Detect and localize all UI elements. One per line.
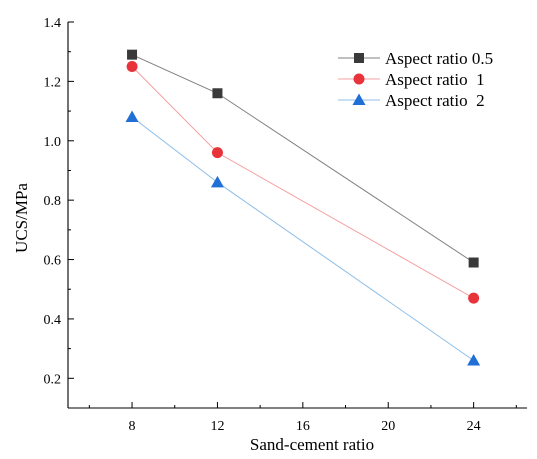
x-axis-title: Sand-cement ratio — [250, 435, 374, 454]
y-tick-label: 1.2 — [44, 75, 62, 90]
y-tick-label: 0.2 — [44, 372, 62, 387]
x-tick-label: 20 — [381, 419, 395, 434]
square-marker — [212, 88, 223, 99]
series-1 — [127, 49, 479, 268]
y-axis: 0.2 0.4 0.6 0.8 1.0 1.2 1.4 — [44, 16, 74, 387]
triangle-marker — [125, 110, 139, 123]
legend-label: Aspect ratio 1 — [385, 70, 485, 89]
triangle-marker — [210, 175, 224, 188]
series-layer — [125, 49, 481, 366]
x-axis: 8 12 16 20 24 — [88, 402, 517, 434]
series-line — [131, 116, 474, 361]
circle-marker — [468, 292, 480, 304]
legend-label: Aspect ratio 0.5 — [385, 49, 493, 68]
plot-area — [67, 22, 527, 409]
circle-marker — [353, 73, 365, 85]
series-3 — [125, 110, 481, 366]
y-axis-title: UCS/MPa — [12, 183, 31, 253]
y-tick-label: 0.6 — [44, 254, 62, 269]
legend-entry: Aspect ratio 2 — [338, 91, 485, 110]
legend-label: Aspect ratio 2 — [385, 91, 485, 110]
x-tick-label: 24 — [467, 419, 481, 434]
legend-entry: Aspect ratio 1 — [338, 70, 485, 89]
square-marker — [354, 53, 364, 63]
x-tick-label: 12 — [210, 419, 224, 434]
legend: Aspect ratio 0.5 Aspect ratio 1 Aspect rat… — [334, 44, 520, 115]
y-tick-label: 1.4 — [44, 16, 62, 31]
square-marker — [468, 257, 479, 268]
x-tick-label: 16 — [296, 419, 310, 434]
circle-marker — [126, 61, 138, 73]
x-tick-label: 8 — [129, 419, 136, 434]
y-tick-label: 0.4 — [44, 313, 62, 328]
y-tick-label: 1.0 — [44, 135, 62, 150]
triangle-marker — [352, 93, 366, 105]
triangle-marker — [467, 353, 481, 366]
y-tick-label: 0.8 — [44, 194, 62, 209]
circle-marker — [211, 147, 223, 159]
square-marker — [127, 49, 138, 60]
series-2 — [126, 61, 480, 304]
legend-entry: Aspect ratio 0.5 — [338, 49, 493, 68]
